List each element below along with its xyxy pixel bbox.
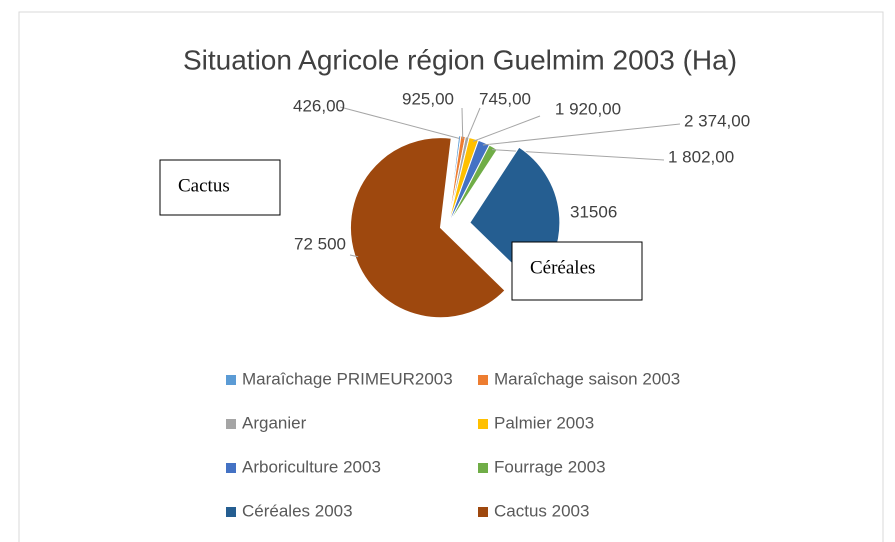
legend-swatch [226,375,236,385]
legend-label: Maraîchage PRIMEUR2003 [242,369,453,388]
legend-label: Cactus 2003 [494,501,589,520]
annotation-box [159,159,281,216]
leader-line [482,123,681,146]
legend-swatch [478,507,488,517]
data-label: 2 374,00 [684,111,750,130]
data-label: 31506 [570,202,617,221]
annotation: Cactus [178,175,230,196]
data-label: 925,00 [402,89,454,108]
data-label: 1 802,00 [668,147,734,166]
legend-label: Palmier 2003 [494,413,594,432]
leader-line [461,107,464,139]
legend-swatch [226,463,236,473]
legend-swatch [226,507,236,517]
legend-label: Arboriculture 2003 [242,457,381,476]
legend-swatch [478,419,488,429]
data-label: 1 920,00 [555,99,621,118]
legend-label: Céréales 2003 [242,501,353,520]
leader-line [349,254,359,258]
data-label: 426,00 [293,96,345,115]
legend-label: Maraîchage saison 2003 [494,369,680,388]
chart-border [18,11,884,542]
leader-line [466,107,481,140]
data-label: 72 500 [294,234,346,253]
data-label: 745,00 [479,89,531,108]
legend-label: Arganier [242,413,307,432]
legend-swatch [226,419,236,429]
annotation: Céréales [530,257,595,278]
chart-title: Situation Agricole région Guelmim 2003 (… [183,44,737,75]
pie-slice [350,137,506,319]
legend-label: Fourrage 2003 [494,457,606,476]
leader-line [472,115,541,142]
leader-line [339,106,460,139]
legend-swatch [478,463,488,473]
legend-swatch [478,375,488,385]
annotation-box [511,241,643,301]
